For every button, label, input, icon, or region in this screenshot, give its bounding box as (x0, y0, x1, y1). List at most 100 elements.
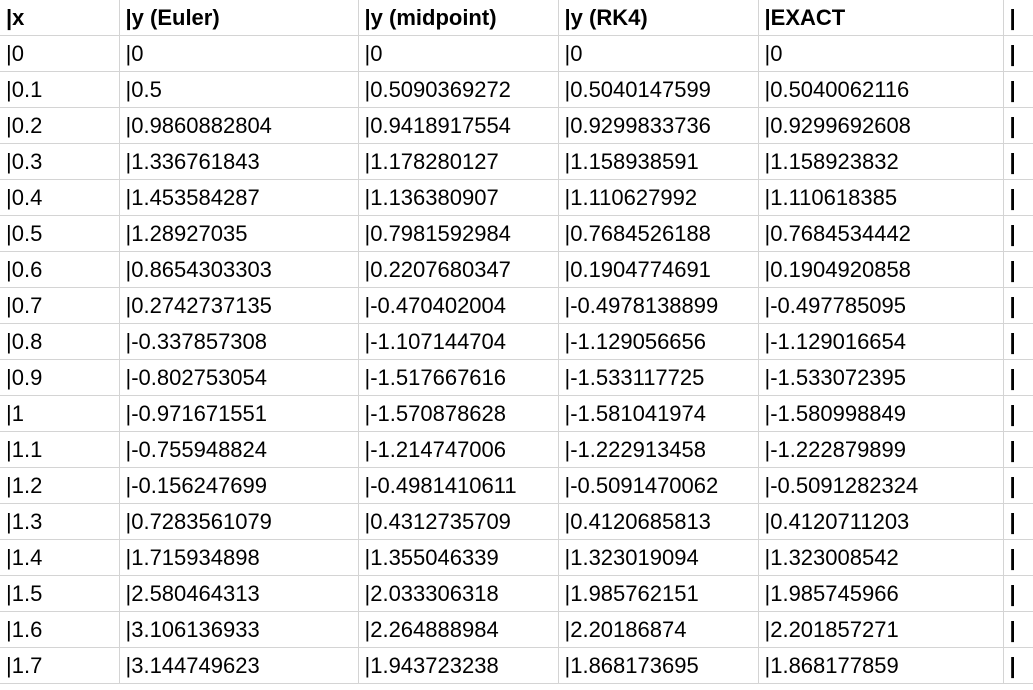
cell-y-euler[interactable]: |3.144749623 (119, 647, 359, 684)
cell-y-rk4[interactable]: |1.985762151 (558, 575, 759, 612)
cell-trailing[interactable]: | (1003, 431, 1033, 468)
cell-y-rk4[interactable]: |-1.222913458 (558, 431, 759, 468)
cell-y-midpoint[interactable]: |0.4312735709 (358, 503, 559, 540)
cell-y-midpoint[interactable]: |-1.214747006 (358, 431, 559, 468)
cell-exact[interactable]: |1.868177859 (758, 647, 1004, 684)
cell-x[interactable]: |0.1 (0, 71, 120, 108)
cell-x[interactable]: |0.4 (0, 179, 120, 216)
cell-exact[interactable]: |2.201857271 (758, 611, 1004, 648)
cell-y-rk4[interactable]: |-0.4978138899 (558, 287, 759, 324)
cell-exact[interactable]: |0 (758, 35, 1004, 72)
cell-y-rk4[interactable]: |1.110627992 (558, 179, 759, 216)
cell-exact[interactable]: |-1.580998849 (758, 395, 1004, 432)
cell-y-midpoint[interactable]: |0 (358, 35, 559, 72)
cell-y-rk4[interactable]: |1.323019094 (558, 539, 759, 576)
cell-exact[interactable]: |0.5040062116 (758, 71, 1004, 108)
cell-x[interactable]: |1.5 (0, 575, 120, 612)
cell-exact[interactable]: |0.4120711203 (758, 503, 1004, 540)
cell-y-rk4[interactable]: |0.1904774691 (558, 251, 759, 288)
cell-exact[interactable]: |1.158923832 (758, 143, 1004, 180)
cell-x[interactable]: |1.6 (0, 611, 120, 648)
cell-y-midpoint[interactable]: |-0.4981410611 (358, 467, 559, 504)
cell-exact[interactable]: |-1.222879899 (758, 431, 1004, 468)
cell-y-euler[interactable]: |0 (119, 35, 359, 72)
cell-exact[interactable]: |1.985745966 (758, 575, 1004, 612)
cell-trailing[interactable]: | (1003, 287, 1033, 324)
cell-y-euler[interactable]: |-0.337857308 (119, 323, 359, 360)
cell-x[interactable]: |1.1 (0, 431, 120, 468)
header-cell-y-rk4[interactable]: |y (RK4) (558, 0, 759, 36)
cell-y-rk4[interactable]: |1.158938591 (558, 143, 759, 180)
cell-y-euler[interactable]: |0.9860882804 (119, 107, 359, 144)
header-cell-y-euler[interactable]: |y (Euler) (119, 0, 359, 36)
cell-y-euler[interactable]: |0.7283561079 (119, 503, 359, 540)
cell-y-midpoint[interactable]: |-1.570878628 (358, 395, 559, 432)
cell-exact[interactable]: |-0.497785095 (758, 287, 1004, 324)
cell-trailing[interactable]: | (1003, 251, 1033, 288)
cell-exact[interactable]: |0.7684534442 (758, 215, 1004, 252)
cell-trailing[interactable]: | (1003, 359, 1033, 396)
cell-y-midpoint[interactable]: |0.7981592984 (358, 215, 559, 252)
cell-y-euler[interactable]: |1.453584287 (119, 179, 359, 216)
cell-trailing[interactable]: | (1003, 539, 1033, 576)
header-cell-y-midpoint[interactable]: |y (midpoint) (358, 0, 559, 36)
cell-x[interactable]: |1 (0, 395, 120, 432)
header-cell-exact[interactable]: |EXACT (758, 0, 1004, 36)
cell-y-midpoint[interactable]: |0.2207680347 (358, 251, 559, 288)
cell-y-euler[interactable]: |1.28927035 (119, 215, 359, 252)
cell-exact[interactable]: |0.9299692608 (758, 107, 1004, 144)
cell-y-euler[interactable]: |2.580464313 (119, 575, 359, 612)
cell-trailing[interactable]: | (1003, 179, 1033, 216)
cell-y-rk4[interactable]: |0 (558, 35, 759, 72)
cell-x[interactable]: |0.8 (0, 323, 120, 360)
cell-trailing[interactable]: | (1003, 323, 1033, 360)
cell-y-rk4[interactable]: |0.9299833736 (558, 107, 759, 144)
cell-x[interactable]: |1.4 (0, 539, 120, 576)
cell-x[interactable]: |0.5 (0, 215, 120, 252)
cell-trailing[interactable]: | (1003, 467, 1033, 504)
cell-x[interactable]: |1.2 (0, 467, 120, 504)
cell-trailing[interactable]: | (1003, 395, 1033, 432)
cell-x[interactable]: |1.7 (0, 647, 120, 684)
cell-trailing[interactable]: | (1003, 107, 1033, 144)
cell-trailing[interactable]: | (1003, 35, 1033, 72)
cell-y-midpoint[interactable]: |-1.107144704 (358, 323, 559, 360)
cell-trailing[interactable]: | (1003, 647, 1033, 684)
cell-y-rk4[interactable]: |0.7684526188 (558, 215, 759, 252)
cell-trailing[interactable]: | (1003, 611, 1033, 648)
cell-exact[interactable]: |-1.129016654 (758, 323, 1004, 360)
cell-x[interactable]: |0.9 (0, 359, 120, 396)
cell-y-midpoint[interactable]: |1.136380907 (358, 179, 559, 216)
cell-trailing[interactable]: | (1003, 575, 1033, 612)
cell-y-rk4[interactable]: |-1.533117725 (558, 359, 759, 396)
cell-y-midpoint[interactable]: |1.355046339 (358, 539, 559, 576)
cell-y-rk4[interactable]: |1.868173695 (558, 647, 759, 684)
cell-y-midpoint[interactable]: |1.943723238 (358, 647, 559, 684)
cell-x[interactable]: |1.3 (0, 503, 120, 540)
cell-trailing[interactable]: | (1003, 215, 1033, 252)
cell-trailing[interactable]: | (1003, 71, 1033, 108)
cell-y-midpoint[interactable]: |0.5090369272 (358, 71, 559, 108)
cell-y-rk4[interactable]: |-1.581041974 (558, 395, 759, 432)
cell-y-midpoint[interactable]: |0.9418917554 (358, 107, 559, 144)
cell-y-euler[interactable]: |0.2742737135 (119, 287, 359, 324)
cell-trailing[interactable]: | (1003, 143, 1033, 180)
cell-y-rk4[interactable]: |-0.5091470062 (558, 467, 759, 504)
cell-y-euler[interactable]: |-0.156247699 (119, 467, 359, 504)
header-cell-trailing[interactable]: | (1003, 0, 1033, 36)
cell-y-rk4[interactable]: |0.4120685813 (558, 503, 759, 540)
cell-y-midpoint[interactable]: |2.033306318 (358, 575, 559, 612)
cell-y-rk4[interactable]: |-1.129056656 (558, 323, 759, 360)
cell-x[interactable]: |0.7 (0, 287, 120, 324)
cell-y-euler[interactable]: |0.8654303303 (119, 251, 359, 288)
cell-y-euler[interactable]: |-0.802753054 (119, 359, 359, 396)
cell-y-rk4[interactable]: |2.20186874 (558, 611, 759, 648)
cell-y-euler[interactable]: |1.715934898 (119, 539, 359, 576)
cell-x[interactable]: |0.6 (0, 251, 120, 288)
cell-y-midpoint[interactable]: |2.264888984 (358, 611, 559, 648)
cell-exact[interactable]: |1.110618385 (758, 179, 1004, 216)
cell-exact[interactable]: |-0.5091282324 (758, 467, 1004, 504)
cell-y-midpoint[interactable]: |1.178280127 (358, 143, 559, 180)
cell-y-euler[interactable]: |3.106136933 (119, 611, 359, 648)
cell-x[interactable]: |0.3 (0, 143, 120, 180)
